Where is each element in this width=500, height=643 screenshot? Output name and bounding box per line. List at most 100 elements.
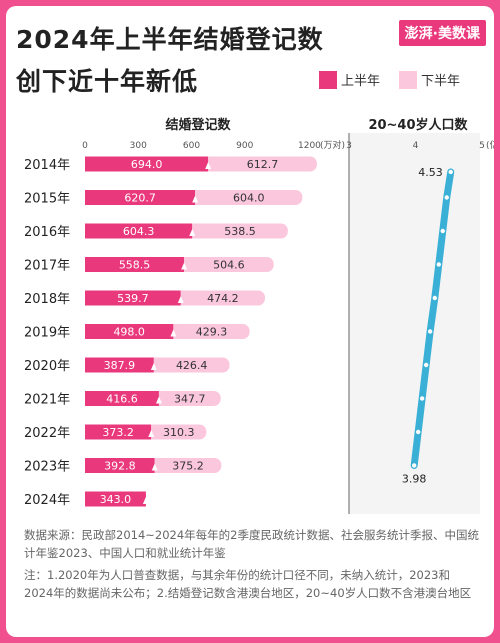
bar-h1 <box>85 391 159 406</box>
bar-h2-join <box>151 424 160 440</box>
value-label-h2: 504.6 <box>213 259 245 272</box>
heart-marker <box>155 396 162 404</box>
category-label: 2020年 <box>24 359 70 374</box>
category-label: 2017年 <box>24 259 70 274</box>
bar-h2-join <box>154 458 163 473</box>
value-label-h2: 612.7 <box>247 158 279 171</box>
legend-item-h2: 下半年 <box>399 70 460 89</box>
category-label: 2023年 <box>24 460 70 475</box>
bar-h1 <box>85 156 209 172</box>
population-x-tick-label: 3 <box>346 141 352 151</box>
value-label-h1: 604.3 <box>123 225 155 238</box>
bar-x-tick-label: 600 <box>183 141 200 151</box>
legend-label-h1: 上半年 <box>341 74 381 89</box>
population-point <box>436 262 441 267</box>
heart-marker <box>189 229 196 236</box>
chart-card: 2024年上半年结婚登记数 创下近十年新低 澎湃·美数课 上半年 下半年 结婚登… <box>6 6 494 637</box>
bar-h1 <box>85 190 196 205</box>
bar-h2-join <box>208 156 217 172</box>
bar-h1 <box>85 257 185 272</box>
value-label-h1: 387.9 <box>104 359 136 372</box>
bar-h2 <box>158 391 221 406</box>
bar-h1 <box>85 458 155 473</box>
bar-h2-join <box>173 324 182 339</box>
category-label: 2015年 <box>24 192 70 207</box>
value-label-h2: 375.2 <box>172 460 204 473</box>
value-label-h1: 416.6 <box>106 393 138 406</box>
bar-h1 <box>85 424 152 440</box>
category-label: 2018年 <box>24 292 70 307</box>
chart-svg: 结婚登记数 0 300 600 900 1200 (万对) 2014年 694.0 612.7 20… <box>24 117 494 514</box>
bar-h1 <box>85 324 174 339</box>
bar-h1 <box>85 223 193 239</box>
heart-marker <box>148 430 155 437</box>
heart-marker <box>151 463 158 471</box>
heart-marker <box>170 329 177 337</box>
value-label-h2: 426.4 <box>176 359 208 372</box>
heart-marker <box>142 497 149 504</box>
bar-h2-join <box>195 190 204 205</box>
population-point <box>411 463 417 468</box>
bar-h2 <box>173 324 250 339</box>
value-label-h1: 392.8 <box>104 460 136 473</box>
bar-x-tick-label: 1200 <box>298 141 321 151</box>
page-title: 2024年上半年结婚登记数 <box>16 25 324 54</box>
bar-x-tick-label: 900 <box>236 141 253 151</box>
bar-h1 <box>85 491 146 507</box>
bar-h1-cap <box>137 491 146 507</box>
population-x-unit: (亿人) <box>486 139 494 151</box>
value-label-h1: 694.0 <box>131 158 163 171</box>
population-point <box>419 396 425 401</box>
category-label: 2016年 <box>24 225 70 240</box>
value-label-h1: 539.7 <box>117 292 149 305</box>
population-x-tick-label: 5 <box>479 141 485 151</box>
value-label-h1: 558.5 <box>119 259 151 272</box>
category-label: 2019年 <box>24 326 70 341</box>
population-end-label: 3.98 <box>402 473 427 486</box>
brand-logo: 澎湃·美数课 <box>398 20 486 46</box>
value-label-h2: 310.3 <box>163 426 195 439</box>
value-label-h1: 373.2 <box>102 426 134 439</box>
legend-swatch-h1 <box>319 70 337 89</box>
bar-h1 <box>85 290 181 306</box>
value-label-h2: 604.0 <box>233 192 265 205</box>
bar-chart-title: 结婚登记数 <box>165 117 231 133</box>
population-line <box>410 168 455 469</box>
population-point <box>444 195 449 200</box>
category-label: 2022年 <box>24 426 70 441</box>
value-label-h1: 498.0 <box>113 326 145 339</box>
value-label-h2: 538.5 <box>224 225 256 238</box>
bar-h2 <box>195 190 303 205</box>
heart-marker <box>150 363 157 370</box>
value-label-h2: 347.7 <box>174 393 206 406</box>
value-label-h1: 343.0 <box>100 493 132 506</box>
population-start-label: 4.53 <box>418 166 443 179</box>
bar-h2 <box>153 357 230 373</box>
bar-h2 <box>192 223 288 239</box>
bar-x-tick-label: 300 <box>130 141 147 151</box>
bar-x-unit: (万对) <box>320 139 345 151</box>
bar-h2 <box>184 257 274 272</box>
heart-marker <box>205 162 212 169</box>
bar-h2-join <box>180 290 189 306</box>
heart-marker <box>192 195 199 203</box>
page-subtitle: 创下近十年新低 <box>16 67 199 96</box>
population-x-tick-label: 4 <box>413 141 419 151</box>
bar-h2 <box>154 458 222 473</box>
legend-item-h1: 上半年 <box>319 70 380 89</box>
source-note: 数据来源：民政部2014~2024年每年的2季度民政统计数据、社会服务统计季报、… <box>24 528 479 560</box>
footnote: 注：1.2020年为人口普查数据，与其余年份的统计口径不同，未纳入统计，2023… <box>24 568 472 600</box>
population-point <box>415 429 421 435</box>
heart-marker <box>181 262 188 270</box>
population-point <box>440 228 445 234</box>
population-point <box>423 362 429 368</box>
population-point <box>432 295 437 301</box>
bar-h2-join <box>153 357 162 373</box>
value-label-h2: 429.3 <box>196 326 228 339</box>
bar-h2-join <box>158 391 167 406</box>
population-point <box>448 169 453 175</box>
bar-h2 <box>208 156 317 172</box>
population-chart-title: 20~40岁人口数 <box>368 117 468 133</box>
category-label: 2024年 <box>24 493 70 508</box>
category-label: 2014年 <box>24 158 70 173</box>
